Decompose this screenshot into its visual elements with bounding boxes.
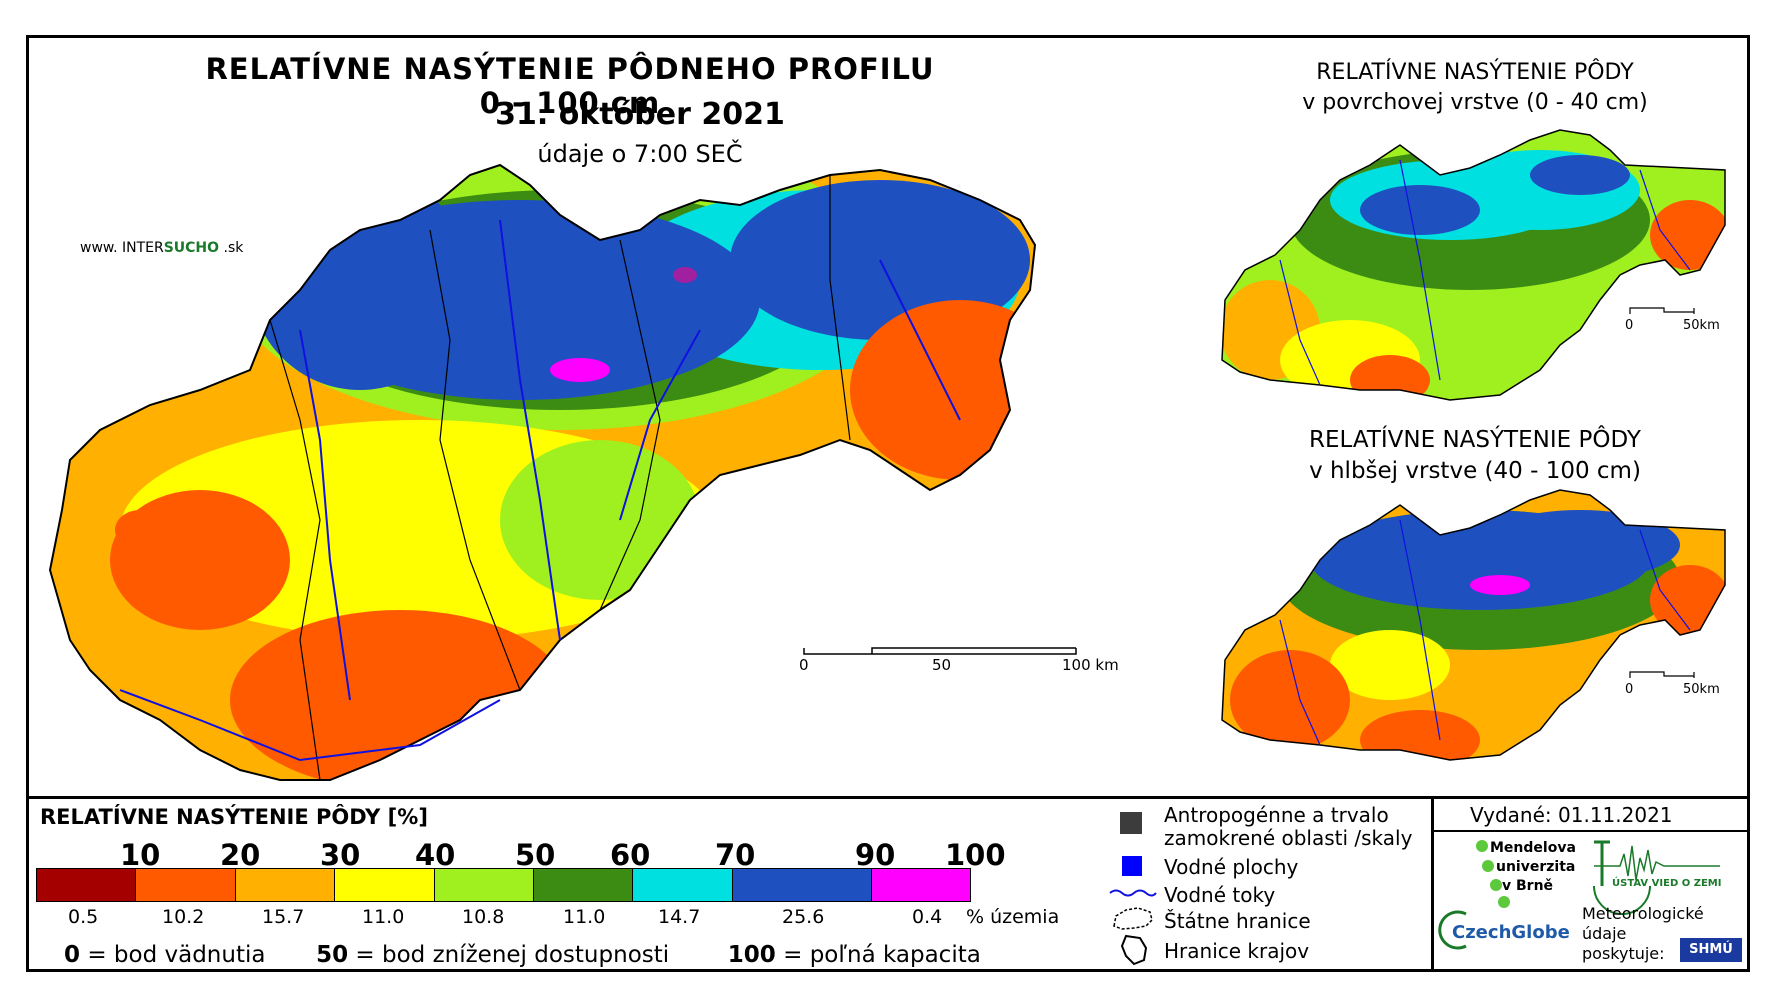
issued-date: Vydané: 01.11.2021 [1470,803,1673,827]
legend-percent-0: 0.5 [68,906,99,928]
legend-tick-50: 50 [515,838,556,872]
legend-title: RELATÍVNE NASÝTENIE PÔDY [%] [40,805,428,829]
inset-bottom-scale-0: 0 [1625,682,1634,697]
legend-water-bodies: Vodné plochy [1164,855,1299,879]
inset-top-scale-0: 0 [1625,318,1634,333]
legend-percent-8: 0.4 [912,906,943,928]
legend-tick-60: 60 [610,838,651,872]
main-map-time: údaje o 7:00 SEČ [537,140,743,168]
main-scale-50: 50 [932,656,952,674]
main-map-date: 31. október 2021 [495,97,785,132]
legend-swatch-6 [633,869,733,901]
inset-bottom-scale-50: 50km [1683,682,1720,697]
anthropogenic-swatch-icon [1120,812,1142,834]
def-50-num: 50 [316,942,349,968]
legend-anthropogenic: Antropogénne a trvalo zamokrené oblasti … [1164,804,1412,850]
legend-tick-20: 20 [220,838,261,872]
water-swatch-icon [1122,856,1142,876]
legend-percent-unit: % územia [966,906,1060,928]
main-scale-100: 100 km [1062,656,1119,674]
def-0-text: = bod vädnutia [80,942,266,968]
brand-prefix: www. INTER [80,240,164,256]
czechglobe-logo-icon [1438,910,1467,950]
meteo-line3: poskytuje: [1582,944,1665,963]
legend-swatch-1 [136,869,236,901]
legend-swatch-4 [434,869,535,901]
legend-percent-6: 14.7 [658,906,701,928]
mendel-logo-icon [1476,840,1510,908]
intersucho-link[interactable]: www. INTERSUCHO .sk [80,240,243,256]
legend-percent-3: 11.0 [362,906,405,928]
issued-separator [1434,830,1750,832]
inset-top-title-line1: RELATÍVNE NASÝTENIE PÔDY [1316,60,1634,85]
meteo-line1: Meteorologické [1582,904,1704,923]
legend-tick-90: 90 [855,838,896,872]
inset-bottom-title-line2: v hlbšej vrstve (40 - 100 cm) [1309,458,1641,484]
legend-percent-4: 10.8 [462,906,505,928]
def-100-num: 100 [727,942,776,968]
inset-bottom-title: RELATÍVNE NASÝTENIE PÔDY v hlbšej vrstve… [1260,425,1690,487]
legend-swatch-8 [871,869,971,901]
river-line-icon [1109,889,1157,897]
inset-top-title: RELATÍVNE NASÝTENIE PÔDY v povrchovej vr… [1250,58,1700,118]
legend-swatch-3 [335,869,435,901]
legend-swatch-7 [732,869,872,901]
legend-swatch-2 [235,869,336,901]
ustav-vied-o-zemi-logo-icon [1593,840,1720,915]
main-map-title: RELATÍVNE NASÝTENIE PÔDNEHO PROFILU 0 - … [205,52,935,120]
brand-suffix: .sk [219,240,244,256]
legend-region-border: Hranice krajov [1164,939,1310,963]
meteo-provider: Meteorologické údaje poskytuje: [1582,904,1704,964]
anthropogenic-line2: zamokrené oblasti /skaly [1164,826,1413,850]
def-100-text: = poľná kapacita [775,942,981,968]
legend-color-bar [36,868,971,902]
inset-top-scale-50: 50km [1683,318,1720,333]
def-0-num: 0 [64,942,81,968]
legend-tick-70: 70 [715,838,756,872]
legend-tick-30: 30 [320,838,361,872]
ustav-text: ÚSTAV VIED O ZEMI [1612,878,1722,889]
main-scale-0: 0 [799,656,809,674]
legend-state-border: Štátne hranice [1164,909,1311,933]
legend-separator [1431,796,1434,972]
legend-tick-40: 40 [415,838,456,872]
legend-tick-10: 10 [120,838,161,872]
legend-definitions: 0 = bod vädnutia 50 = bod zníženej dostu… [64,942,981,968]
legend-panel [26,796,1750,972]
def-50-text: = bod zníženej dostupnosti [348,942,670,968]
legend-percent-5: 11.0 [563,906,606,928]
legend-rivers: Vodné toky [1164,883,1276,907]
legend-tick-100: 100 [945,838,1006,872]
state-border-icon [1113,907,1153,930]
shmu-logo: SHMÚ [1680,938,1742,962]
legend-percent-2: 15.7 [262,906,305,928]
czechglobe-text: CzechGlobe [1452,922,1570,943]
region-border-icon [1120,934,1148,966]
legend-percent-7: 25.6 [782,906,825,928]
inset-bottom-title-line1: RELATÍVNE NASÝTENIE PÔDY [1309,427,1641,453]
mendel-line2: univerzita [1496,859,1576,875]
legend-swatch-0 [37,869,137,901]
mendel-line3: v Brně [1502,878,1554,894]
meteo-line2: údaje [1582,924,1627,943]
inset-top-title-line2: v povrchovej vrstve (0 - 40 cm) [1302,90,1648,115]
legend-percent-1: 10.2 [162,906,205,928]
mendel-line1: Mendelova [1490,840,1576,856]
brand-mid: SUCHO [163,240,220,256]
anthropogenic-line1: Antropogénne a trvalo [1164,803,1389,827]
legend-swatch-5 [534,869,634,901]
